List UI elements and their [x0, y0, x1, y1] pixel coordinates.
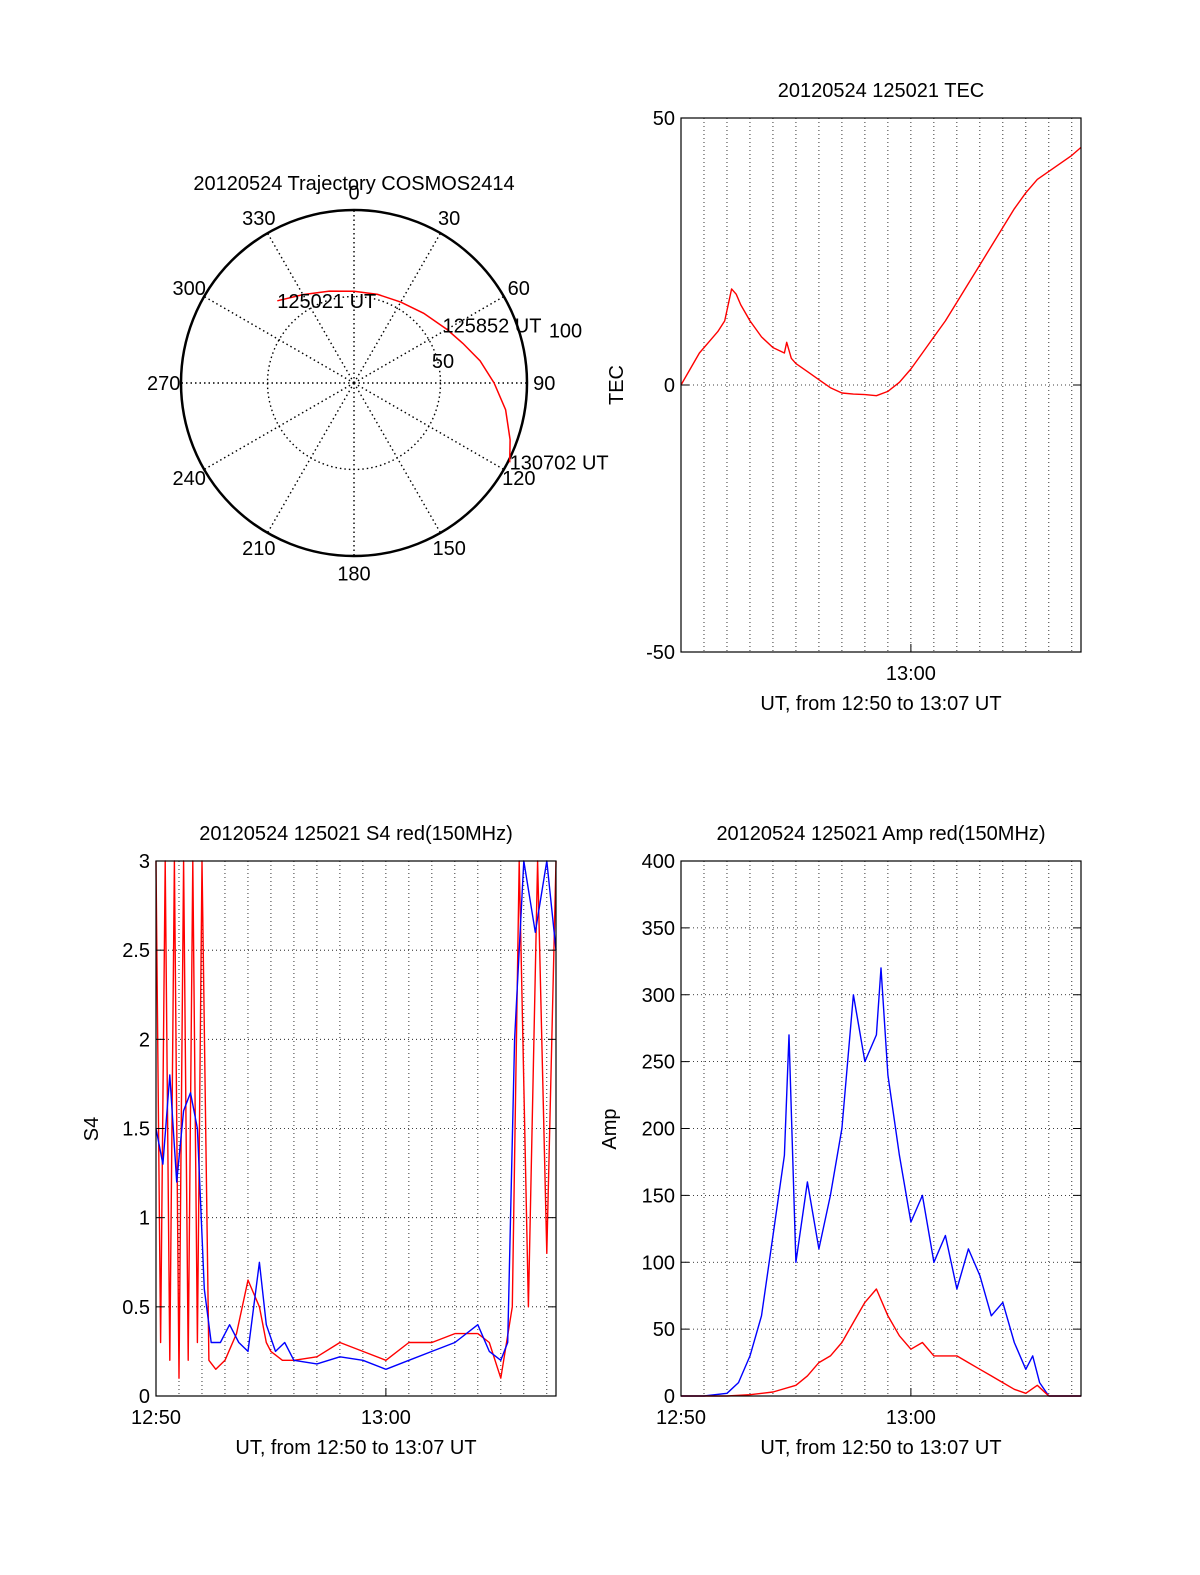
tec-title: 20120524 125021 TEC — [778, 80, 984, 102]
amp-panel: 20120524 125021 Amp red(150MHz) UT, from… — [599, 823, 1082, 1459]
s4-panel: 20120524 125021 S4 red(150MHz) UT, from … — [81, 823, 557, 1459]
radial-label: 50 — [432, 351, 454, 373]
satellite-track — [277, 290, 511, 463]
red-series-line — [681, 1288, 1081, 1397]
azimuth-label: 30 — [438, 208, 460, 230]
y-tick-label: 300 — [642, 985, 675, 1007]
azimuth-label: 270 — [147, 373, 180, 395]
amp-ylabel: Amp — [599, 1108, 621, 1149]
y-tick-label: 150 — [642, 1185, 675, 1207]
track-time-label: 125852 UT — [443, 316, 542, 338]
track-time-label: 130702 UT — [510, 452, 609, 474]
polar-spoke — [203, 382, 355, 471]
y-tick-label: 100 — [642, 1252, 675, 1274]
azimuth-label: 300 — [173, 278, 206, 300]
track-time-label: 125021 UT — [277, 291, 376, 313]
polar-spoke — [203, 295, 355, 384]
tec-xlabel: UT, from 12:50 to 13:07 UT — [760, 693, 1001, 715]
polar-spoke — [353, 232, 442, 384]
polar-spoke — [353, 295, 505, 384]
polar-spoke — [266, 382, 355, 534]
y-tick-label: 250 — [642, 1052, 675, 1074]
y-tick-label: 350 — [642, 918, 675, 940]
red-series-line — [680, 146, 1082, 397]
tec-plot: -50 0 50 13:00 — [646, 108, 1082, 685]
azimuth-label: 120 — [502, 468, 535, 490]
x-tick-label: 13:00 — [886, 1407, 936, 1429]
blue-series-line — [155, 860, 557, 1371]
blue-series-line — [681, 967, 1081, 1397]
polar-spoke — [353, 382, 442, 534]
trajectory-title: 20120524 Trajectory COSMOS2414 — [193, 173, 514, 195]
red-series-line — [155, 860, 557, 1379]
x-tick-label: 12:50 — [131, 1407, 181, 1429]
azimuth-label: 180 — [337, 563, 370, 585]
azimuth-label: 330 — [242, 208, 275, 230]
y-tick-label: 1 — [139, 1208, 150, 1230]
y-tick-label: 2.5 — [122, 940, 150, 962]
s4-xlabel: UT, from 12:50 to 13:07 UT — [235, 1437, 476, 1459]
y-tick-label: 0 — [139, 1386, 150, 1408]
tec-ylabel: TEC — [606, 365, 628, 405]
radial-label: 100 — [549, 320, 582, 342]
azimuth-label: 150 — [432, 538, 465, 560]
y-tick-label: 0 — [664, 1386, 675, 1408]
y-tick-label: 0 — [664, 375, 675, 397]
y-tick-label: 3 — [139, 851, 150, 873]
x-tick-label: 13:00 — [886, 663, 936, 685]
azimuth-label: 0 — [348, 183, 359, 205]
s4-title: 20120524 125021 S4 red(150MHz) — [199, 823, 513, 845]
y-tick-label: 50 — [653, 108, 675, 130]
azimuth-label: 60 — [508, 278, 530, 300]
polar-spoke — [266, 232, 355, 384]
y-tick-label: 2 — [139, 1029, 150, 1051]
s4-plot: 0 0.5 1 1.5 2 2.5 3 12:50 13:00 — [122, 851, 557, 1429]
y-tick-label: 0.5 — [122, 1297, 150, 1319]
x-tick-label: 12:50 — [656, 1407, 706, 1429]
tec-panel: 20120524 125021 TEC UT, from 12:50 to 13… — [606, 80, 1082, 715]
azimuth-label: 240 — [173, 468, 206, 490]
azimuth-label: 90 — [533, 373, 555, 395]
amp-xlabel: UT, from 12:50 to 13:07 UT — [760, 1437, 1001, 1459]
trajectory-panel: 20120524 Trajectory COSMOS2414 0 30 60 90 12… — [147, 173, 609, 585]
polar-border — [179, 208, 529, 558]
amp-plot: 0 50 100 150 200 250 300 350 400 12:50 13:00 — [642, 851, 1082, 1429]
polar-spoke — [353, 382, 505, 471]
y-tick-label: 400 — [642, 851, 675, 873]
s4-ylabel: S4 — [81, 1117, 103, 1141]
polar-plot: 0 30 60 90 120 150 180 210 240 270 300 330 50 100 1250… — [147, 183, 609, 586]
y-tick-label: 50 — [653, 1319, 675, 1341]
y-tick-label: 200 — [642, 1119, 675, 1141]
azimuth-label: 210 — [242, 538, 275, 560]
y-tick-label: 1.5 — [122, 1119, 150, 1141]
amp-title: 20120524 125021 Amp red(150MHz) — [716, 823, 1045, 845]
x-tick-label: 13:00 — [361, 1407, 411, 1429]
y-tick-label: -50 — [646, 642, 675, 664]
